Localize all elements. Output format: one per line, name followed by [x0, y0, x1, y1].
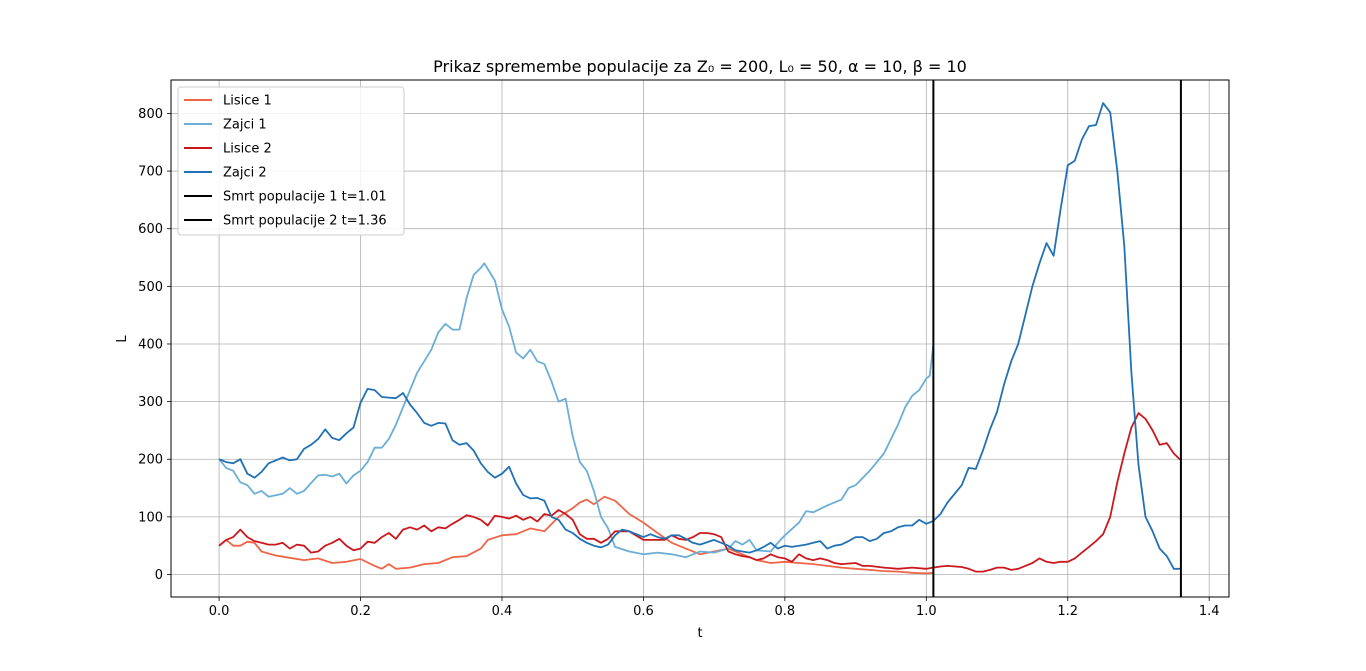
y-axis-ticks: 0 100 200 300 400 500 600 700 800	[138, 107, 171, 583]
x-tick-label: 0.6	[633, 604, 654, 619]
y-axis-label: L	[115, 335, 130, 343]
x-tick-label: 0.2	[350, 604, 371, 619]
y-tick-label: 800	[138, 107, 163, 122]
x-axis-label: t	[697, 626, 702, 641]
x-tick-label: 1.2	[1057, 604, 1078, 619]
legend-entry: Lisice 2	[223, 142, 272, 157]
y-tick-label: 500	[138, 280, 163, 295]
y-tick-label: 300	[138, 395, 163, 410]
y-tick-label: 200	[138, 453, 163, 468]
x-axis-ticks: 0.0 0.2 0.4 0.6 0.8 1.0 1.2 1.4	[209, 597, 1220, 619]
legend-box	[177, 86, 405, 236]
x-tick-label: 0.0	[209, 604, 230, 619]
legend-entry: Smrt populacije 1 t=1.01	[223, 190, 387, 205]
series-zajci-2	[218, 102, 1181, 570]
y-tick-label: 0	[155, 568, 163, 583]
series-group	[218, 80, 1182, 597]
series-lisice-1	[218, 495, 934, 575]
legend-entry: Zajci 2	[223, 166, 267, 181]
legend-entry: Lisice 1	[223, 94, 272, 109]
legend-entry: Zajci 1	[223, 118, 267, 133]
plot-frame	[170, 79, 1230, 598]
series-zajci-1	[218, 262, 935, 559]
y-tick-label: 700	[138, 165, 163, 180]
legend-entry: Smrt populacije 2 t=1.36	[223, 214, 387, 229]
y-tick-label: 400	[138, 337, 163, 352]
x-tick-label: 1.0	[916, 604, 937, 619]
chart-title: Prikaz spremembe populacije za Z₀ = 200,…	[433, 57, 967, 76]
y-tick-label: 600	[138, 222, 163, 237]
x-tick-label: 1.4	[1199, 604, 1220, 619]
legend: Lisice 1 Zajci 1 Lisice 2 Zajci 2 Smrt popul…	[177, 86, 405, 236]
x-tick-label: 0.4	[492, 604, 513, 619]
series-lisice-2	[218, 412, 1182, 573]
y-tick-label: 100	[138, 510, 163, 525]
grid	[171, 80, 1229, 597]
x-tick-label: 0.8	[775, 604, 796, 619]
